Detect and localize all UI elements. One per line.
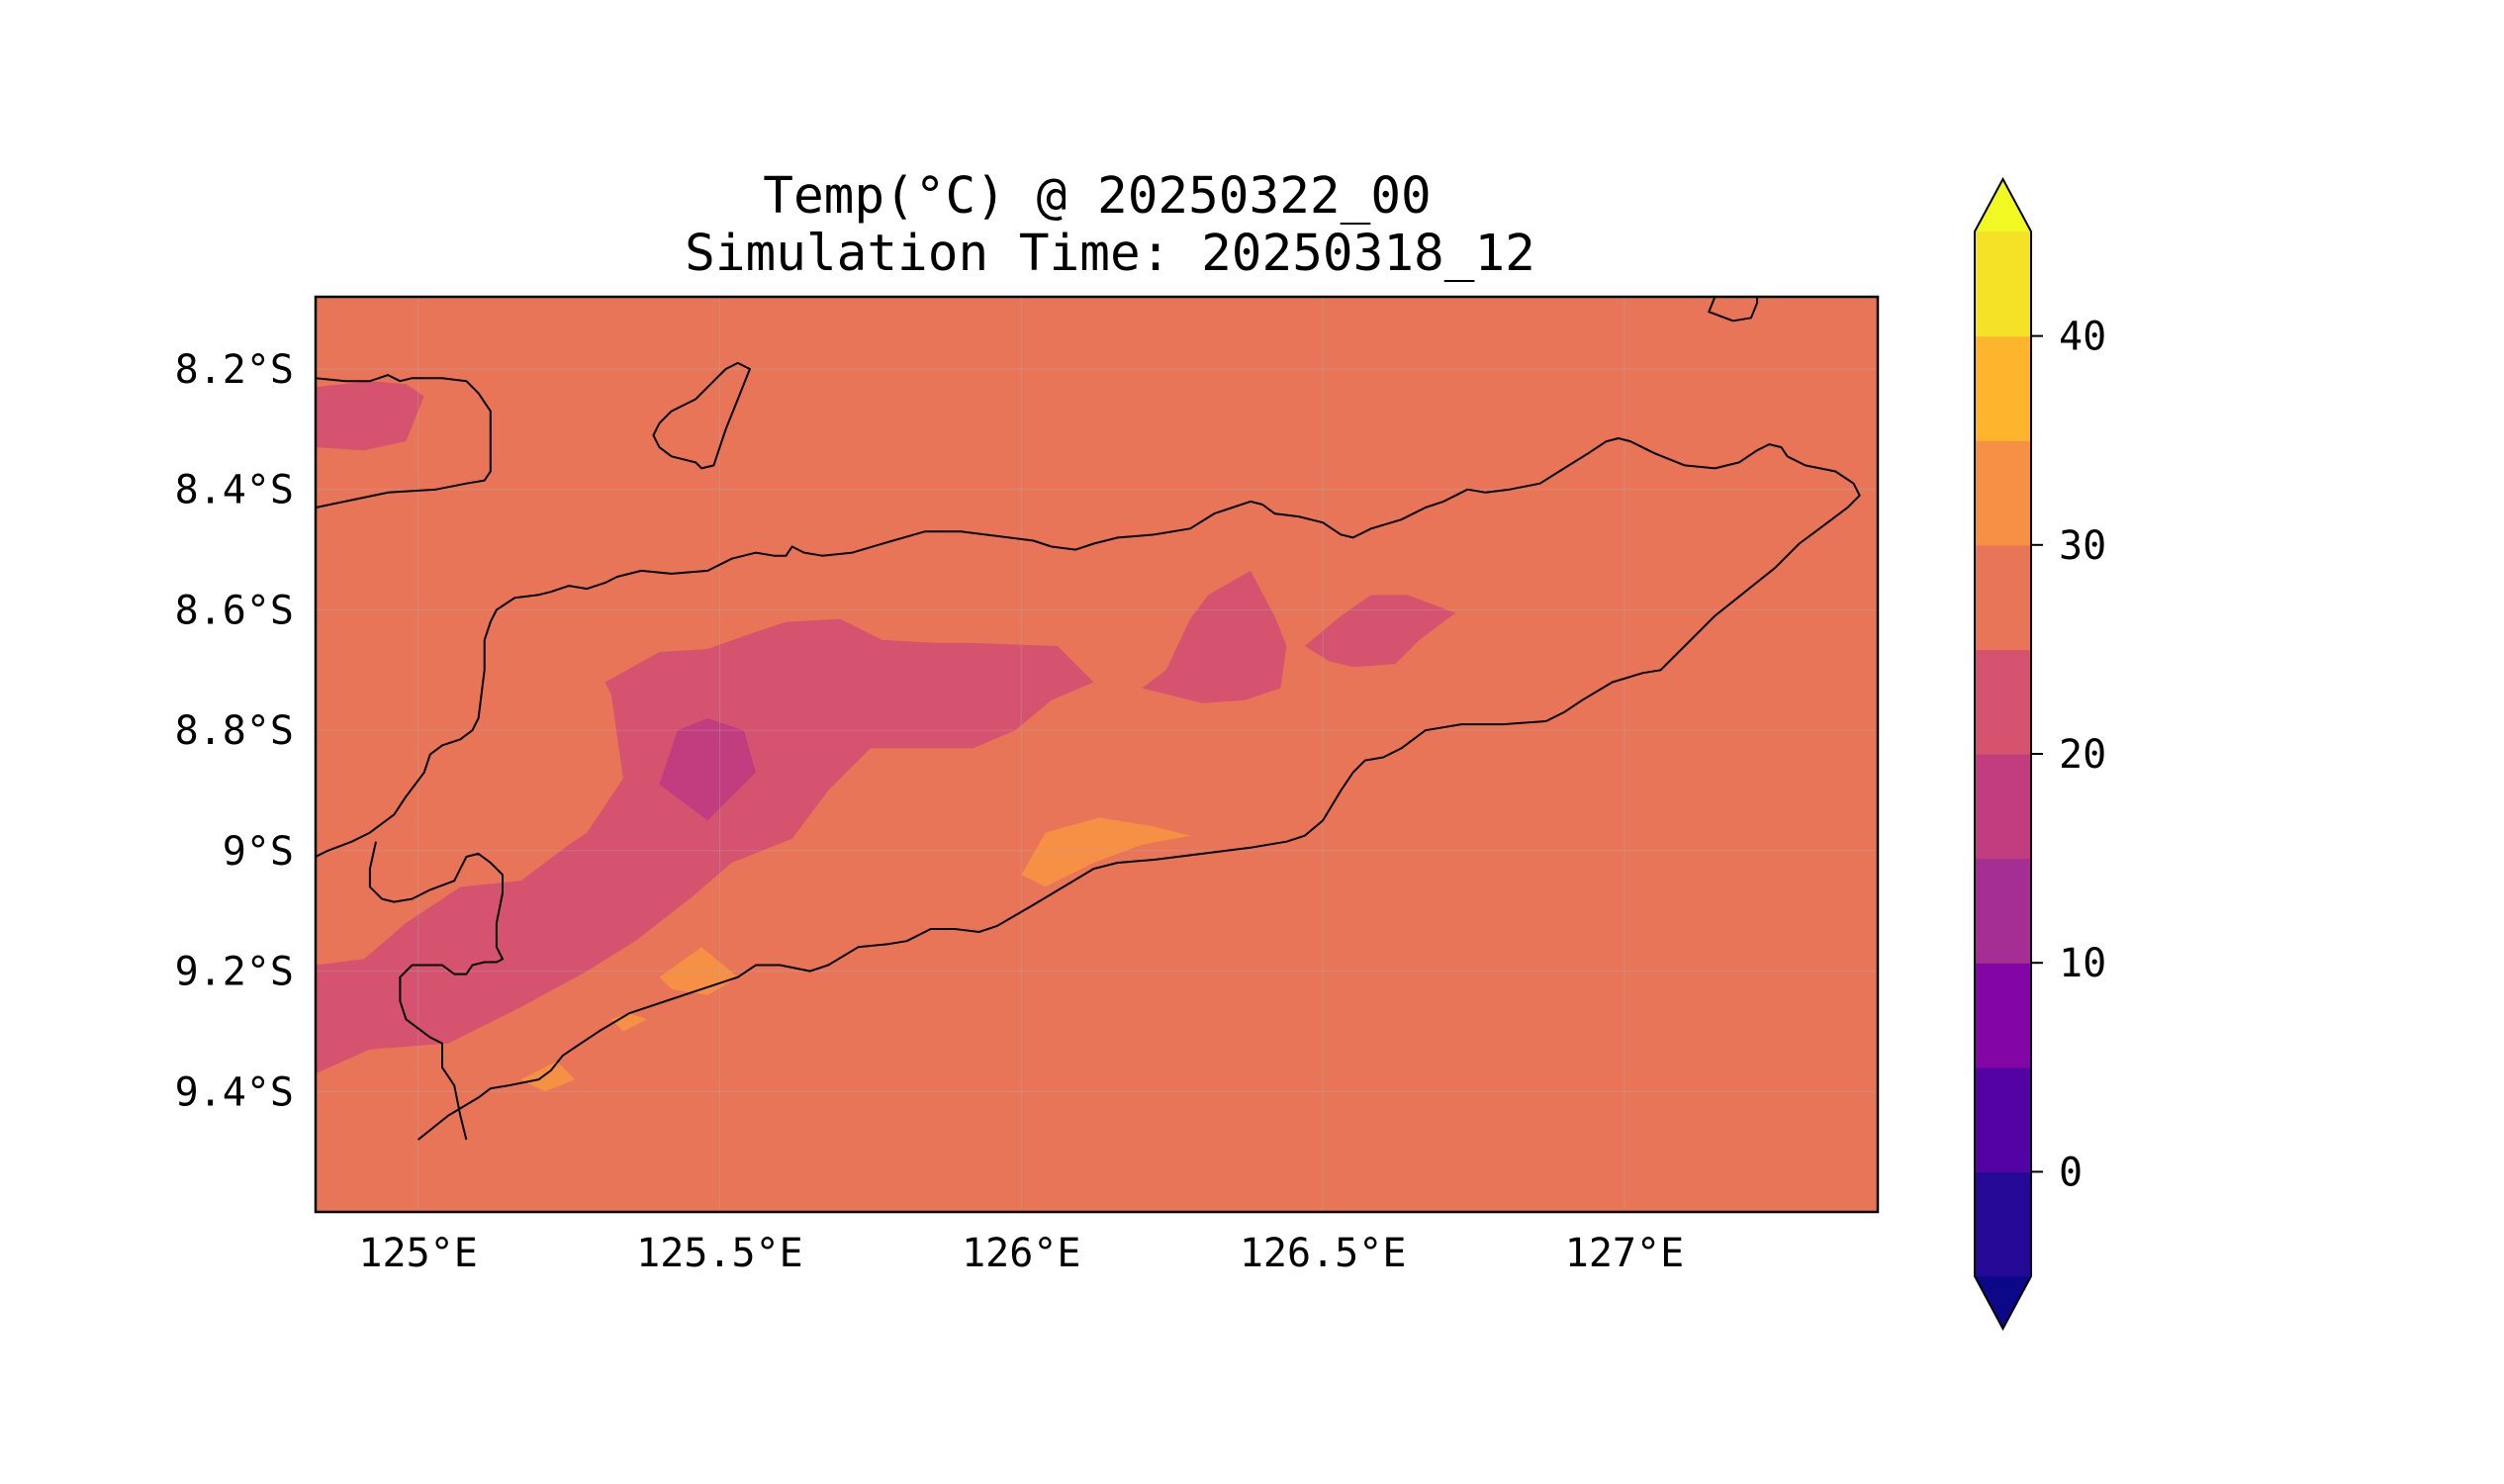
colorbar-band bbox=[1975, 649, 2031, 755]
contour-region-15-20 bbox=[659, 718, 756, 821]
colorbar-band bbox=[1975, 335, 2031, 441]
x-tick-label: 127°E bbox=[1565, 1231, 1684, 1276]
colorbar-band bbox=[1975, 544, 2031, 650]
colorbar-band bbox=[1975, 440, 2031, 546]
colorbar-over-triangle bbox=[1975, 179, 2031, 232]
figure-title-line2: Simulation Time: 20250318_12 bbox=[685, 225, 1535, 283]
colorbar-band bbox=[1975, 1171, 2031, 1277]
colorbar-band bbox=[1975, 963, 2031, 1068]
colorbar-band bbox=[1975, 1067, 2031, 1172]
x-tick-label: 126.5°E bbox=[1240, 1231, 1407, 1276]
contour-region-20-25 bbox=[316, 618, 1094, 1073]
coastline bbox=[316, 437, 1861, 1141]
colorbar-tick-label: 20 bbox=[2059, 732, 2106, 778]
colorbar-tick-label: 0 bbox=[2059, 1150, 2083, 1195]
map-frame bbox=[314, 295, 1880, 1214]
coastline bbox=[652, 361, 751, 470]
colorbar-band bbox=[1975, 858, 2031, 964]
y-tick-label: 9.2°S bbox=[175, 950, 294, 995]
y-tick-label: 8.6°S bbox=[175, 588, 294, 633]
colorbar-outline bbox=[1974, 176, 2032, 1332]
colorbar-band bbox=[1975, 232, 2031, 337]
contour-region-20-25 bbox=[1142, 570, 1287, 703]
contour-region-20-25 bbox=[1304, 595, 1456, 668]
y-tick-label: 8.8°S bbox=[175, 708, 294, 754]
y-tick-label: 9.4°S bbox=[175, 1069, 294, 1115]
y-tick-label: 9°S bbox=[223, 829, 294, 875]
coastline bbox=[1708, 297, 1759, 323]
colorbar-tick-label: 40 bbox=[2059, 315, 2106, 360]
colorbar: 0 10 20 30 40 bbox=[1974, 176, 2106, 1332]
figure-title-line1: Temp(°C) @ 20250322_00 bbox=[763, 167, 1432, 226]
contour-region-30-35 bbox=[520, 1061, 576, 1092]
colorbar-band bbox=[1975, 754, 2031, 860]
coastline bbox=[368, 841, 504, 1141]
contour-region-20-25 bbox=[316, 381, 424, 451]
colorbar-tick-label: 10 bbox=[2059, 941, 2106, 986]
y-tick-label: 8.4°S bbox=[175, 468, 294, 513]
contour-region-30-35 bbox=[1021, 817, 1190, 887]
colorbar-tick-label: 30 bbox=[2059, 523, 2106, 569]
x-tick-label: 126°E bbox=[962, 1231, 1080, 1276]
coastline bbox=[316, 374, 492, 509]
y-tick-label: 8.2°S bbox=[175, 347, 294, 393]
x-tick-label: 125°E bbox=[358, 1231, 477, 1276]
x-tick-label: 125.5°E bbox=[636, 1231, 803, 1276]
colorbar-under-triangle bbox=[1975, 1276, 2031, 1329]
map-background bbox=[316, 297, 1878, 1212]
map-panel: 125°E 125.5°E 126°E 126.5°E 127°E 8.2°S 8.4°S… bbox=[175, 295, 1880, 1276]
